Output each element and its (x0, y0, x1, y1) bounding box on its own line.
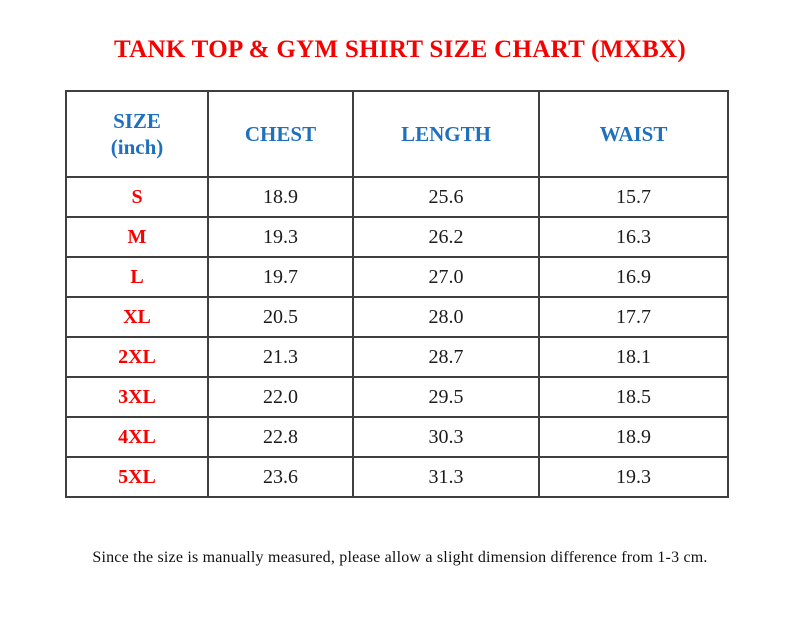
column-header-length: LENGTH (352, 90, 540, 178)
table-row-2xl: 2XL 21.3 28.7 18.1 (65, 336, 729, 378)
table-row-m: M 19.3 26.2 16.3 (65, 216, 729, 258)
header-row: SIZE (inch) CHEST LENGTH WAIST (65, 90, 729, 178)
length-value: 28.0 (352, 296, 540, 338)
table-row-s: S 18.9 25.6 15.7 (65, 176, 729, 218)
chest-value: 20.5 (207, 296, 354, 338)
length-value: 29.5 (352, 376, 540, 418)
table-row-5xl: 5XL 23.6 31.3 19.3 (65, 456, 729, 498)
length-value: 28.7 (352, 336, 540, 378)
column-header-size-line1: SIZE (113, 108, 161, 133)
table-row-4xl: 4XL 22.8 30.3 18.9 (65, 416, 729, 458)
table-row-xl: XL 20.5 28.0 17.7 (65, 296, 729, 338)
waist-value: 15.7 (538, 176, 729, 218)
chest-value: 23.6 (207, 456, 354, 498)
chest-value: 22.8 (207, 416, 354, 458)
column-header-waist: WAIST (538, 90, 729, 178)
table-row-3xl: 3XL 22.0 29.5 18.5 (65, 376, 729, 418)
waist-value: 17.7 (538, 296, 729, 338)
length-value: 26.2 (352, 216, 540, 258)
size-label: 5XL (65, 456, 209, 498)
length-value: 25.6 (352, 176, 540, 218)
size-chart-table: SIZE (inch) CHEST LENGTH WAIST S 18.9 25… (65, 90, 729, 498)
length-value: 30.3 (352, 416, 540, 458)
waist-value: 18.1 (538, 336, 729, 378)
chest-value: 21.3 (207, 336, 354, 378)
column-header-chest: CHEST (207, 90, 354, 178)
chest-value: 19.7 (207, 256, 354, 298)
length-value: 31.3 (352, 456, 540, 498)
waist-value: 18.5 (538, 376, 729, 418)
size-label: S (65, 176, 209, 218)
chest-value: 19.3 (207, 216, 354, 258)
size-label: XL (65, 296, 209, 338)
waist-value: 19.3 (538, 456, 729, 498)
table-row-l: L 19.7 27.0 16.9 (65, 256, 729, 298)
page-title: TANK TOP & GYM SHIRT SIZE CHART (MXBX) (114, 36, 686, 63)
chest-value: 18.9 (207, 176, 354, 218)
waist-value: 18.9 (538, 416, 729, 458)
size-label: 4XL (65, 416, 209, 458)
size-label: 2XL (65, 336, 209, 378)
waist-value: 16.3 (538, 216, 729, 258)
waist-value: 16.9 (538, 256, 729, 298)
measurement-disclaimer: Since the size is manually measured, ple… (92, 549, 708, 566)
size-label: M (65, 216, 209, 258)
column-header-size-line2: (inch) (110, 135, 164, 159)
chest-value: 22.0 (207, 376, 354, 418)
size-label: 3XL (65, 376, 209, 418)
size-label: L (65, 256, 209, 298)
column-header-size: SIZE (inch) (65, 90, 209, 178)
length-value: 27.0 (352, 256, 540, 298)
